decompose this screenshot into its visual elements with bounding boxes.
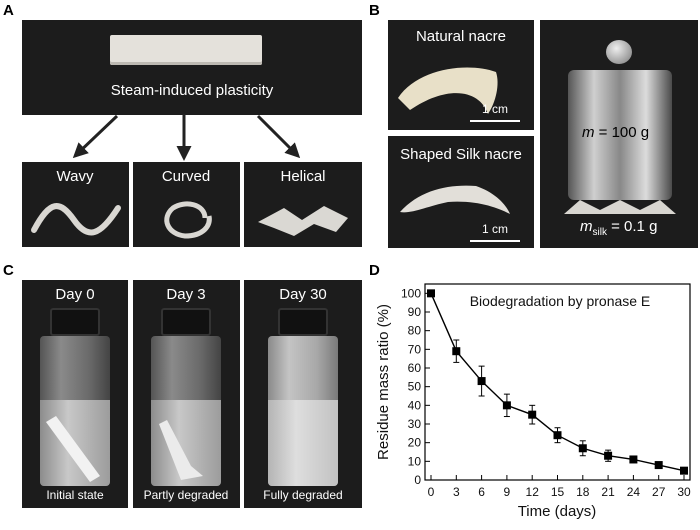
x-tick-label: 30 xyxy=(677,485,691,499)
silk-mass-var: m xyxy=(580,218,593,235)
data-point xyxy=(578,444,587,453)
silk-strip-image xyxy=(110,35,262,65)
y-tick-label: 30 xyxy=(408,417,422,431)
helical-label: Helical xyxy=(280,168,326,185)
axis-ticks: 0 3 6 9 12 15 18 21 24 27 30 0 10 20 30 40 50 60 70 80 90 100 xyxy=(401,286,691,499)
shaped-nacre-label: Shaped Silk nacre xyxy=(400,146,522,163)
data-point xyxy=(477,377,486,386)
y-tick-label: 70 xyxy=(408,342,422,356)
silk-piece-partial-image xyxy=(159,420,203,480)
silk-mass-label: msilk = 0.1 g xyxy=(580,218,657,238)
x-tick-label: 0 xyxy=(428,485,435,499)
y-tick-label: 50 xyxy=(408,380,422,394)
chart-title: Biodegradation by pronase E xyxy=(470,293,651,309)
silk-piece-intact-image xyxy=(46,416,100,482)
x-tick-label: 18 xyxy=(576,485,590,499)
arrow-right xyxy=(256,114,301,159)
degradation-chart: Biodegradation by pronase E Time (days) … xyxy=(375,283,691,520)
data-point xyxy=(604,451,613,460)
natural-nacre-photo: Natural nacre 1 cm xyxy=(388,20,534,130)
data-marks xyxy=(427,289,688,475)
data-point xyxy=(528,410,537,419)
weight-photo: m = 100 g msilk = 0.1 g xyxy=(540,20,698,248)
vial-day3-day: Day 3 xyxy=(166,286,206,303)
scale-bar-natural xyxy=(470,120,520,122)
scale-bar-shaped-label: 1 cm xyxy=(481,222,509,236)
x-axis-title: Time (days) xyxy=(518,503,597,520)
data-point xyxy=(629,455,638,464)
process-label: Steam-induced plasticity xyxy=(110,82,274,99)
y-tick-label: 80 xyxy=(408,324,422,338)
helical-photo: Helical xyxy=(244,162,362,247)
wavy-photo: Wavy xyxy=(22,162,129,247)
y-tick-label: 20 xyxy=(408,436,422,450)
x-tick-label: 9 xyxy=(504,485,511,499)
y-tick-label: 10 xyxy=(408,454,422,468)
data-point xyxy=(553,431,562,440)
weight-body-image xyxy=(568,70,672,200)
mass-label: m = 100 g xyxy=(582,124,649,141)
panel-label-d: D xyxy=(369,262,380,279)
y-axis-title: Residue mass ratio (%) xyxy=(375,304,392,460)
data-point xyxy=(452,347,461,356)
x-tick-label: 3 xyxy=(453,485,460,499)
x-tick-label: 6 xyxy=(478,485,485,499)
vial-cap-icon xyxy=(278,308,328,336)
shaped-nacre-image xyxy=(400,185,510,214)
silk-mass-sub: silk xyxy=(592,227,607,238)
wavy-label: Wavy xyxy=(56,168,94,185)
plot-frame xyxy=(424,283,691,481)
x-tick-label: 27 xyxy=(652,485,666,499)
data-point xyxy=(654,461,663,470)
curved-shape-image xyxy=(164,201,212,239)
vial-day3-state: Partly degraded xyxy=(143,488,229,502)
arrow-left xyxy=(72,114,119,159)
vial-liquid-image xyxy=(268,400,338,486)
data-point xyxy=(427,289,435,298)
mass-value: = 100 g xyxy=(594,124,650,141)
panel-a-top-photo: Steam-induced plasticity xyxy=(22,20,362,115)
scale-bar-natural-label: 1 cm xyxy=(481,102,509,116)
vial-cap-icon xyxy=(161,308,211,336)
curved-photo: Curved xyxy=(133,162,240,247)
series-line xyxy=(430,293,685,472)
natural-nacre-image xyxy=(398,67,498,114)
data-point xyxy=(680,466,688,475)
x-tick-label: 15 xyxy=(551,485,565,499)
vial-day30-day: Day 30 xyxy=(279,286,327,303)
vial-day30-state: Fully degraded xyxy=(263,488,343,502)
helical-shape-image xyxy=(258,206,348,236)
panel-label-c: C xyxy=(3,262,14,279)
vial-day30-photo: Day 30 Fully degraded xyxy=(244,280,362,508)
y-tick-label: 60 xyxy=(408,361,422,375)
vial-day3-photo: Day 3 Partly degraded xyxy=(133,280,240,508)
vial-cap-icon xyxy=(50,308,100,336)
y-tick-label: 90 xyxy=(408,305,422,319)
weight-knob-image xyxy=(606,40,632,64)
panel-label-a: A xyxy=(3,2,14,19)
wavy-shape-image xyxy=(31,203,121,236)
shaped-nacre-photo: Shaped Silk nacre 1 cm xyxy=(388,136,534,248)
vial-day0-photo: Day 0 Initial state xyxy=(22,280,128,508)
y-tick-label: 40 xyxy=(408,398,422,412)
y-tick-label: 100 xyxy=(401,286,421,300)
x-tick-label: 12 xyxy=(526,485,540,499)
vial-day0-state: Initial state xyxy=(46,488,104,502)
data-point xyxy=(502,401,511,410)
x-tick-label: 21 xyxy=(601,485,615,499)
silk-mass-value: = 0.1 g xyxy=(606,218,658,235)
x-tick-label: 24 xyxy=(627,485,641,499)
y-tick-label: 0 xyxy=(414,473,421,487)
panel-label-b: B xyxy=(369,2,380,19)
mass-var: m xyxy=(582,124,595,141)
curved-label: Curved xyxy=(161,168,211,185)
natural-nacre-label: Natural nacre xyxy=(415,28,507,45)
panel-a-arrows xyxy=(72,114,301,161)
vial-day0-day: Day 0 xyxy=(55,286,95,303)
silk-nacre-under-weight-image xyxy=(564,200,676,214)
scale-bar-shaped xyxy=(470,240,520,242)
